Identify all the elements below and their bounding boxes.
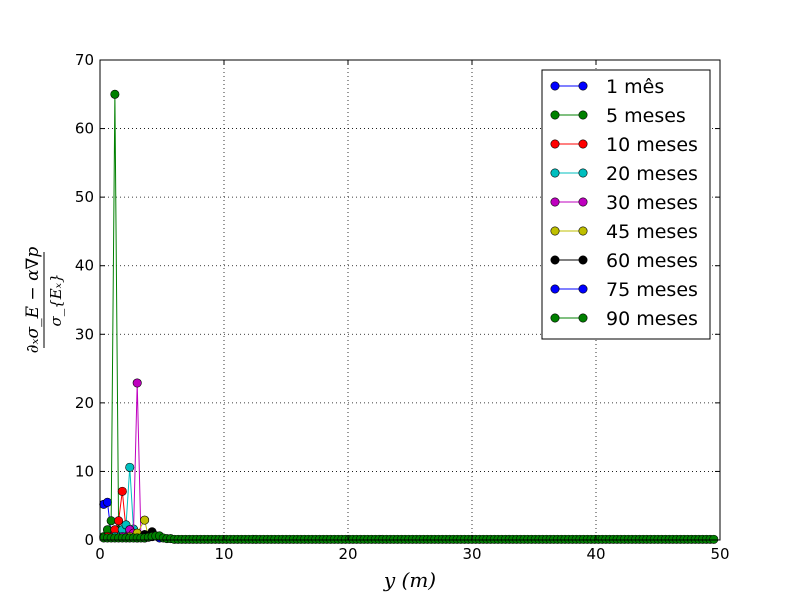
y-tick-label: 0 [84,531,94,549]
legend-marker [550,81,560,91]
y-tick-label: 40 [75,257,94,275]
y-tick-label: 50 [75,188,94,206]
data-point [140,515,150,525]
legend-item: 90 meses [550,308,698,330]
legend-item: 10 meses [550,134,698,156]
data-point [125,462,135,472]
legend-marker [578,81,588,91]
legend-marker [550,284,560,294]
legend-item: 60 meses [550,250,698,272]
legend-marker [550,226,560,236]
data-point [709,534,719,544]
legend-item: 75 meses [550,279,698,301]
legend-item: 1 mês [550,76,664,98]
legend-marker [578,110,588,120]
legend-marker [550,313,560,323]
legend-item: 30 meses [550,192,698,214]
legend-label: 20 meses [606,163,698,185]
legend-item: 5 meses [550,105,686,127]
legend-marker [550,110,560,120]
data-point [102,497,112,507]
legend-label: 45 meses [606,221,698,243]
plot-frame [99,59,721,541]
y-axis-label: ∂ₓσ_E − α∇p σ_{Eₓ} [23,247,65,354]
x-tick-label: 20 [338,545,357,563]
x-tick-label: 10 [214,545,233,563]
legend-marker [550,255,560,265]
legend-item: 45 meses [550,221,698,243]
y-tick-label: 30 [75,325,94,343]
legend-marker [578,226,588,236]
legend: 1 mês 5 meses 10 meses 20 meses 30 meses 45 m… [541,69,711,340]
legend-label: 10 meses [606,134,698,156]
legend-marker [578,168,588,178]
legend-marker [578,313,588,323]
legend-marker [578,197,588,207]
y-tick-label: 20 [75,394,94,412]
legend-item: 20 meses [550,163,698,185]
y-tick-label: 10 [75,462,94,480]
x-axis-label: y (m) [383,568,436,592]
x-tick-label: 40 [586,545,605,563]
data-point [110,89,120,99]
legend-marker [578,139,588,149]
legend-label: 60 meses [606,250,698,272]
y-axis-label-numerator: ∂ₓσ_E − α∇p [23,247,43,354]
legend-marker [550,139,560,149]
legend-label: 30 meses [606,192,698,214]
ticks: 0 10 20 30 40 50 0 10 20 30 40 50 60 70 [75,51,730,563]
data-point [132,378,142,388]
legend-marker [550,197,560,207]
legend-marker [578,284,588,294]
y-axis-label-denominator: σ_{Eₓ} [47,273,65,326]
legend-marker [578,255,588,265]
legend-marker [550,168,560,178]
x-tick-label: 50 [710,545,729,563]
legend-label: 1 mês [606,76,664,98]
legend-label: 5 meses [606,105,686,127]
x-tick-label: 0 [95,545,105,563]
data-point [114,516,124,526]
y-tick-label: 70 [75,51,94,69]
y-tick-label: 60 [75,120,94,138]
data-point [117,486,127,496]
legend-label: 75 meses [606,279,698,301]
legend-label: 90 meses [606,308,698,330]
x-tick-label: 30 [462,545,481,563]
